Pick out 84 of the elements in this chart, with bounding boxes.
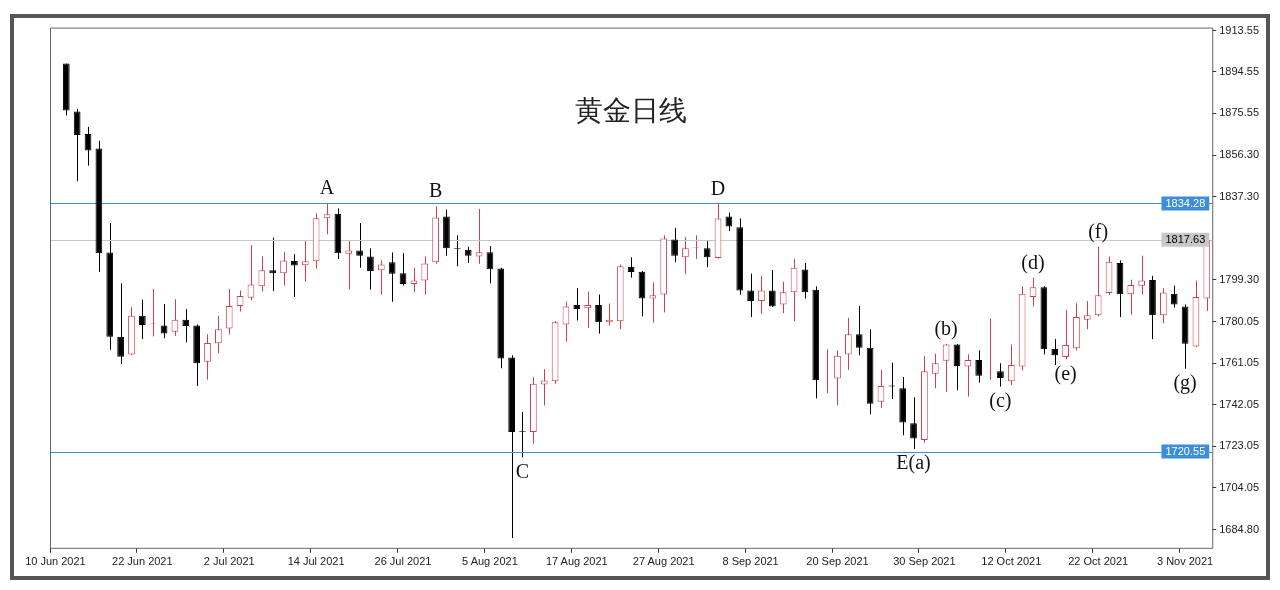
candlestick bbox=[1094, 246, 1102, 317]
annotation: E(a) bbox=[896, 451, 931, 475]
x-tick-label: 17 Aug 2021 bbox=[545, 555, 608, 568]
candlestick bbox=[682, 236, 689, 275]
candlestick bbox=[834, 349, 841, 406]
candlestick bbox=[117, 282, 124, 365]
y-tick-label: 1723.05 bbox=[1219, 439, 1259, 452]
y-tick-label: 1742.05 bbox=[1219, 397, 1259, 410]
candlestick bbox=[844, 317, 852, 371]
candlestick bbox=[182, 308, 190, 343]
candlestick bbox=[1138, 255, 1145, 296]
candlestick bbox=[1170, 285, 1178, 309]
candlestick bbox=[280, 251, 287, 287]
candlestick bbox=[725, 212, 733, 232]
candlestick bbox=[73, 108, 81, 182]
y-tick-label: 1913.55 bbox=[1219, 23, 1259, 36]
x-tick-label: 26 Jul 2021 bbox=[374, 555, 432, 568]
candlestick bbox=[703, 240, 711, 268]
candlestick bbox=[1159, 287, 1167, 324]
y-tick-label: 1894.55 bbox=[1219, 65, 1259, 78]
candlestick bbox=[747, 273, 754, 318]
x-tick-label: 27 Aug 2021 bbox=[632, 555, 695, 568]
candlestick bbox=[214, 315, 222, 354]
candlestick bbox=[964, 353, 972, 398]
x-tick-label: 22 Jun 2021 bbox=[112, 555, 173, 568]
candlestick bbox=[1127, 279, 1135, 316]
x-tick-label: 2 Jul 2021 bbox=[203, 555, 255, 568]
candlestick bbox=[388, 251, 396, 303]
candlestick bbox=[671, 227, 678, 263]
x-tick-label: 8 Sep 2021 bbox=[722, 555, 779, 568]
candlestick bbox=[138, 299, 146, 340]
y-tick-label: 1684.80 bbox=[1219, 522, 1259, 535]
annotation: (c) bbox=[989, 388, 1012, 412]
candlestick bbox=[975, 349, 983, 384]
annotation: (b) bbox=[934, 317, 958, 341]
candlestick bbox=[291, 253, 298, 298]
candlestick bbox=[1007, 344, 1015, 386]
x-tick-label: 22 Oct 2021 bbox=[1068, 555, 1129, 568]
candlestick bbox=[768, 269, 776, 308]
candlestick bbox=[1051, 338, 1059, 366]
candlestick bbox=[258, 255, 266, 293]
x-tick-label: 10 Jun 2021 bbox=[25, 555, 86, 568]
candlestick bbox=[931, 353, 939, 389]
candlestick bbox=[595, 294, 602, 335]
candlestick bbox=[421, 255, 429, 296]
y-tick-label: 1875.55 bbox=[1219, 106, 1259, 119]
x-tick-label: 20 Sep 2021 bbox=[806, 555, 869, 568]
text: 黄金日线 bbox=[575, 93, 688, 127]
y-tick-label: 1780.05 bbox=[1219, 314, 1259, 327]
y-tick-label: 1837.30 bbox=[1219, 189, 1259, 202]
x-tick-label: 14 Jul 2021 bbox=[287, 555, 345, 568]
candlestick bbox=[1083, 300, 1091, 330]
x-tick-label: 3 Nov 2021 bbox=[1156, 555, 1214, 568]
ref-line-label: 1817.63 bbox=[1165, 233, 1206, 246]
y-tick-label: 1761.05 bbox=[1219, 356, 1259, 369]
candlestick bbox=[225, 288, 233, 335]
annotation: D bbox=[710, 177, 726, 200]
candlestick bbox=[779, 281, 787, 314]
candlestick bbox=[269, 237, 277, 292]
x-tick-label: 30 Sep 2021 bbox=[893, 555, 956, 568]
annotation: A bbox=[319, 176, 335, 199]
ref-line-label: 1720.55 bbox=[1165, 445, 1206, 458]
y-tick-label: 1856.30 bbox=[1219, 148, 1259, 161]
annotation: (e) bbox=[1054, 361, 1077, 385]
annotation: (g) bbox=[1173, 370, 1197, 394]
candlestick bbox=[1062, 309, 1069, 360]
candlestick bbox=[356, 222, 363, 269]
y-tick-label: 1704.05 bbox=[1219, 480, 1259, 493]
ref-line-label: 1834.28 bbox=[1165, 196, 1206, 209]
candlestick bbox=[910, 396, 917, 450]
x-tick-label: 5 Aug 2021 bbox=[462, 555, 518, 568]
candlestick bbox=[204, 333, 211, 381]
candlestick bbox=[573, 287, 581, 322]
candlestick bbox=[301, 239, 309, 283]
y-tick-label: 1799.30 bbox=[1219, 272, 1259, 285]
candlestick bbox=[367, 247, 374, 291]
candlestick bbox=[997, 362, 1004, 388]
x-tick-label: 12 Oct 2021 bbox=[981, 555, 1042, 568]
annotation: (f) bbox=[1088, 219, 1109, 243]
candlestick bbox=[855, 305, 863, 356]
candlestick bbox=[377, 259, 385, 296]
annotation: C bbox=[515, 459, 530, 482]
annotation: B bbox=[428, 179, 443, 202]
annotation: (d) bbox=[1021, 250, 1045, 274]
